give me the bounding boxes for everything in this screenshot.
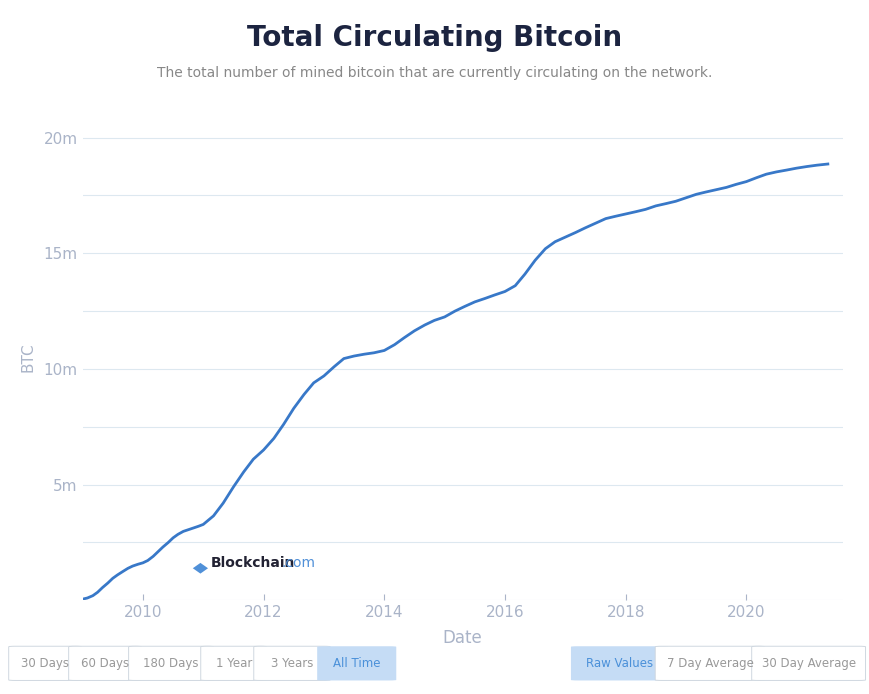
Text: 30 Days: 30 Days bbox=[21, 657, 70, 670]
Text: 30 Day Average: 30 Day Average bbox=[761, 657, 856, 670]
FancyBboxPatch shape bbox=[201, 646, 267, 680]
Text: 3 Years: 3 Years bbox=[271, 657, 313, 670]
Text: Total Circulating Bitcoin: Total Circulating Bitcoin bbox=[247, 24, 622, 52]
Text: 60 Days: 60 Days bbox=[81, 657, 129, 670]
Text: Blockchain: Blockchain bbox=[211, 556, 295, 570]
FancyBboxPatch shape bbox=[752, 646, 866, 680]
FancyBboxPatch shape bbox=[317, 646, 396, 680]
Text: All Time: All Time bbox=[333, 657, 381, 670]
Text: .com: .com bbox=[282, 556, 315, 570]
FancyBboxPatch shape bbox=[69, 646, 142, 680]
Text: Raw Values: Raw Values bbox=[586, 657, 653, 670]
FancyBboxPatch shape bbox=[655, 646, 765, 680]
Y-axis label: BTC: BTC bbox=[20, 343, 36, 372]
FancyBboxPatch shape bbox=[571, 646, 668, 680]
Text: 1 Year: 1 Year bbox=[216, 657, 252, 670]
FancyBboxPatch shape bbox=[9, 646, 82, 680]
Text: The total number of mined bitcoin that are currently circulating on the network.: The total number of mined bitcoin that a… bbox=[156, 66, 713, 80]
Polygon shape bbox=[193, 563, 208, 573]
X-axis label: Date: Date bbox=[443, 629, 482, 647]
Text: 7 Day Average: 7 Day Average bbox=[667, 657, 753, 670]
FancyBboxPatch shape bbox=[129, 646, 214, 680]
FancyBboxPatch shape bbox=[254, 646, 330, 680]
Text: 180 Days: 180 Days bbox=[143, 657, 199, 670]
